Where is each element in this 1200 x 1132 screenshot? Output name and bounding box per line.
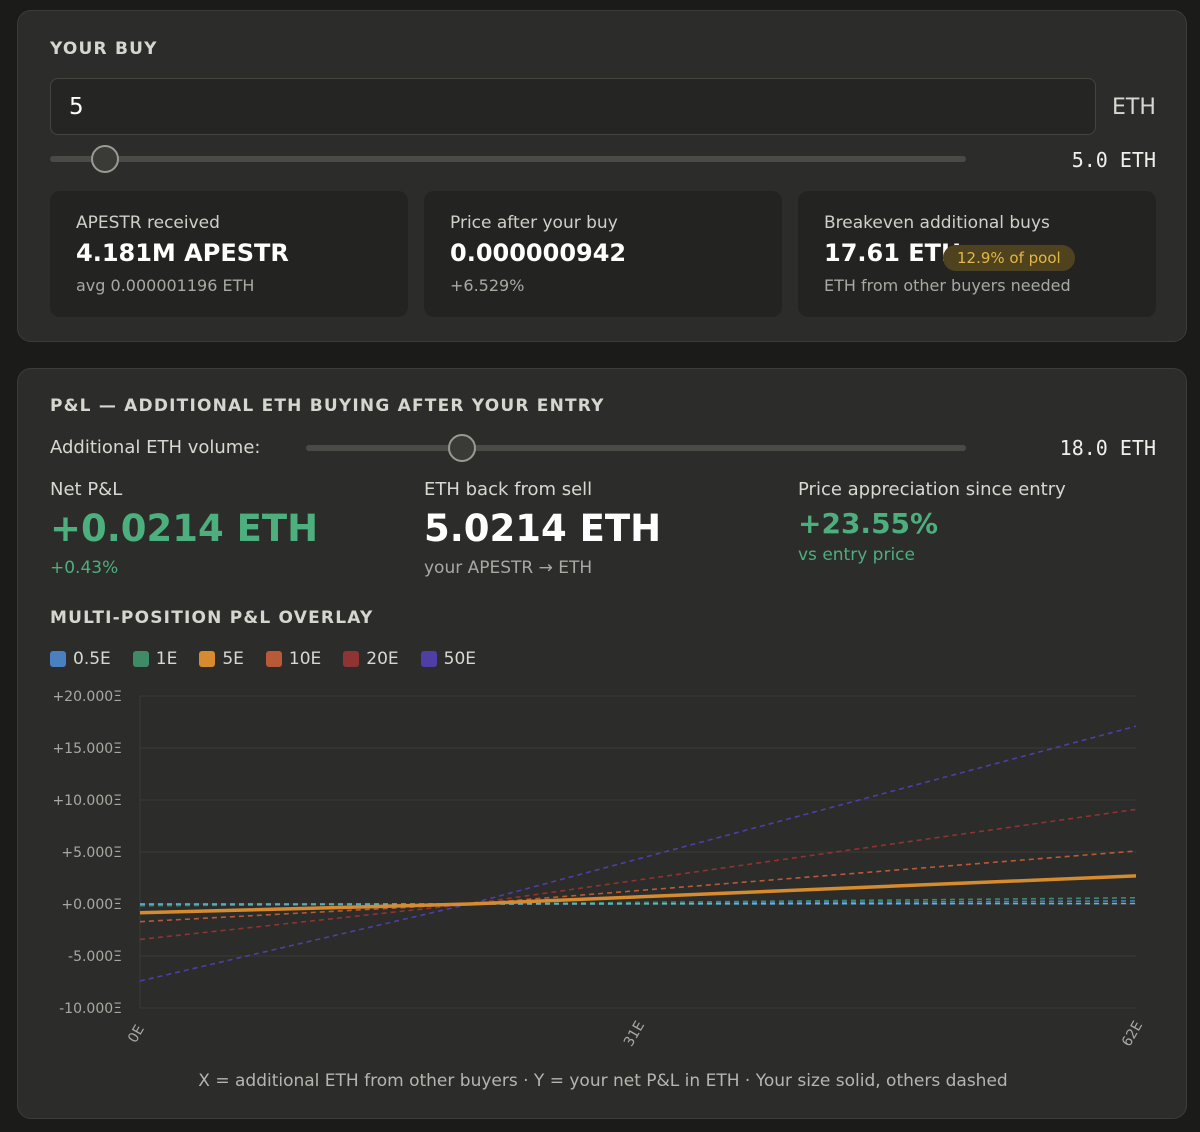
overlay-title: MULTI-POSITION P&L OVERLAY [50,608,374,628]
legend-item: 20E [343,649,399,669]
legend-label: 1E [155,649,178,669]
legend-label: 10E [288,649,322,669]
breakeven-card: Breakeven additional buys 17.61 ETH 12.9… [798,191,1156,317]
x-tick-label: 62E [1119,1018,1146,1049]
appreciation-label: Price appreciation since entry [798,479,1066,500]
x-tick-label: 0E [125,1022,148,1045]
y-tick-label: +0.000Ξ [61,897,122,913]
net-pnl-value: +0.0214 ETH [50,507,319,550]
legend-item: 0.5E [50,649,111,669]
pool-share-badge: 12.9% of pool [943,245,1075,271]
legend-item: 50E [420,649,477,669]
series-line-1e [139,897,1137,907]
net-pnl-label: Net P&L [50,479,123,500]
price-after-buy-card: Price after your buy 0.000000942 +6.529% [424,191,782,317]
chart-legend: 0.5E 1E 5E 10E 20E 50E [50,649,498,669]
y-tick-label: -5.000Ξ [68,949,122,965]
legend-item: 1E [132,649,178,669]
series-line-reference [140,902,1137,905]
stat-label: APESTR received [76,213,220,233]
volume-slider[interactable] [306,445,966,451]
legend-label: 20E [366,649,399,669]
net-pnl-percent: +0.43% [50,558,119,578]
stat-value: 4.181M APESTR [76,239,289,267]
pnl-title: P&L — ADDITIONAL ETH BUYING AFTER YOUR E… [50,396,605,416]
buy-slider-thumb[interactable] [90,145,119,173]
volume-slider-thumb[interactable] [447,434,476,462]
legend-item: 10E [265,649,322,669]
volume-value: 18.0 ETH [1059,436,1156,460]
apestr-received-card: APESTR received 4.181M APESTR avg 0.0000… [50,191,408,317]
pnl-card: P&L — ADDITIONAL ETH BUYING AFTER YOUR E… [17,368,1187,1119]
stat-sub: +6.529% [450,276,525,295]
legend-swatch [199,651,216,667]
stat-label: Price after your buy [450,213,618,233]
stat-value: 0.000000942 [450,239,627,267]
stat-sub: avg 0.000001196 ETH [76,276,255,295]
eth-back-value: 5.0214 ETH [424,507,662,550]
y-tick-label: +15.000Ξ [52,741,122,757]
stat-sub: ETH from other buyers needed [824,276,1071,295]
series-line-5e [139,874,1137,915]
buy-amount-input[interactable] [50,78,1096,135]
your-buy-title: YOUR BUY [50,39,158,59]
legend-item: 5E [199,649,244,669]
series-line-10e [139,850,1137,923]
legend-label: 50E [443,649,477,669]
legend-swatch [50,651,66,667]
stat-value: 17.61 ETH [824,239,962,267]
appreciation-sub: vs entry price [798,545,915,565]
stat-label: Breakeven additional buys [824,213,1050,233]
y-tick-label: +20.000Ξ [52,689,122,705]
legend-swatch [420,651,437,667]
legend-label: 5E [222,649,244,669]
y-tick-label: +5.000Ξ [61,845,122,861]
legend-label: 0.5E [73,649,111,669]
legend-swatch [265,651,282,667]
legend-swatch [343,651,360,667]
series-line-50e [139,725,1137,982]
your-buy-card: YOUR BUY ETH 5.0 ETH APESTR received 4.1… [17,10,1187,342]
eth-back-label: ETH back from sell [424,479,593,500]
x-tick-label: 31E [621,1018,648,1049]
buy-slider-value: 5.0 ETH [1071,148,1156,172]
y-tick-label: +10.000Ξ [52,793,122,809]
eth-back-sub: your APESTR → ETH [424,558,593,578]
buy-unit-label: ETH [1112,95,1156,120]
series-line-20e [139,808,1137,941]
legend-swatch [132,651,149,667]
appreciation-value: +23.55% [798,507,939,540]
chart-caption: X = additional ETH from other buyers · Y… [198,1071,1008,1091]
volume-label: Additional ETH volume: [50,437,261,458]
pnl-overlay-chart: +20.000Ξ +15.000Ξ +10.000Ξ +5.000Ξ +0.000Ξ -5… [52,689,1146,1050]
y-tick-label: -10.000Ξ [59,1001,122,1017]
buy-amount-slider[interactable] [50,156,966,162]
